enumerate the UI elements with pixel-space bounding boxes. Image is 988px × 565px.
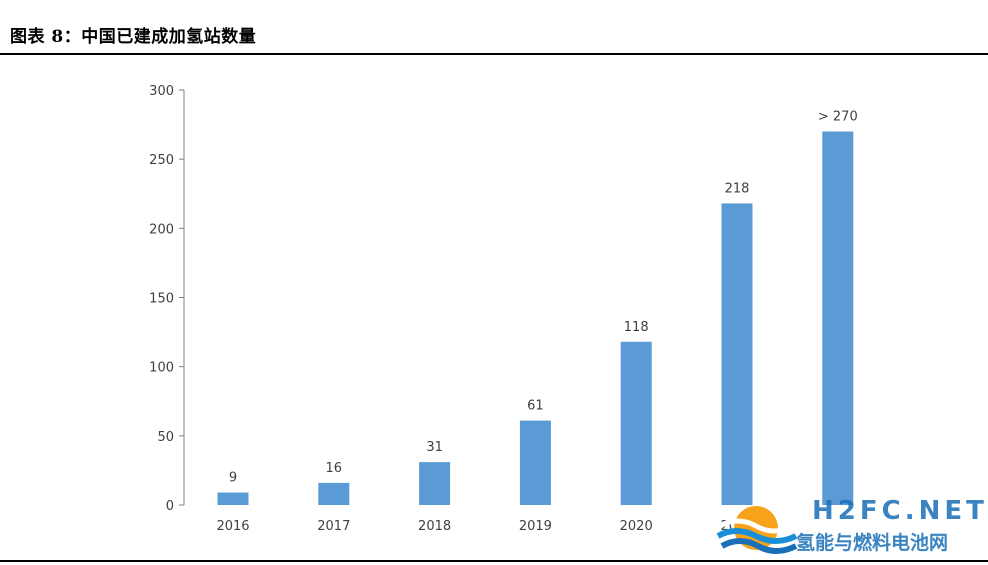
x-tick-label-2018: 2018 (418, 519, 451, 534)
data-labels: 9 16 31 61 118 218 > 270 (229, 110, 858, 486)
bar-2018 (419, 462, 451, 505)
bar-2016 (217, 492, 249, 505)
y-axis: 0 50 100 150 200 250 300 (149, 84, 185, 514)
bottom-rule (0, 560, 988, 562)
x-tick-label-2020: 2020 (620, 519, 653, 534)
watermark-site: H2FC.NET (812, 496, 988, 526)
y-tick-label: 50 (157, 430, 174, 445)
data-label-2020: 118 (624, 320, 649, 335)
bar-2017 (318, 482, 350, 505)
x-tick-label-2017: 2017 (317, 519, 350, 534)
bars (217, 131, 854, 505)
watermark-text: 氢能与燃料电池网 (796, 532, 949, 554)
y-tick-label: 0 (166, 499, 174, 514)
bar-2022 (822, 131, 854, 505)
watermark-logo-icon (716, 506, 798, 554)
y-tick-label: 150 (149, 292, 174, 307)
x-tick-label-2019: 2019 (519, 519, 552, 534)
title-rule (0, 53, 988, 55)
data-label-2022: > 270 (818, 110, 858, 125)
x-axis: 201620172018201920202021 (216, 519, 753, 534)
y-tick-label: 250 (149, 153, 174, 168)
figure-title: 图表 8：中国已建成加氢站数量 (10, 27, 257, 47)
y-tick-label: 200 (149, 222, 174, 237)
data-label-2016: 9 (229, 471, 237, 486)
y-tick-label: 300 (149, 84, 174, 99)
bar-2021 (721, 203, 753, 505)
y-tick-label: 100 (149, 361, 174, 376)
data-label-2017: 16 (326, 461, 343, 476)
data-label-2018: 31 (426, 440, 443, 455)
bar-2020 (620, 341, 652, 505)
watermark: H2FC.NET 氢能与燃料电池网 (716, 488, 984, 556)
data-label-2021: 218 (725, 181, 750, 196)
bar-2019 (519, 420, 551, 505)
data-label-2019: 61 (527, 399, 544, 414)
x-tick-label-2016: 2016 (216, 519, 249, 534)
